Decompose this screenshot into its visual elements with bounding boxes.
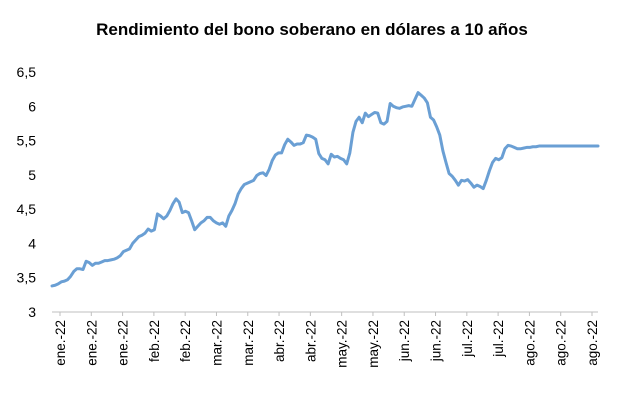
x-tick-label: feb.-22: [178, 320, 193, 362]
x-tick-label: ene.-22: [84, 320, 99, 366]
y-tick-label: 6,5: [17, 64, 37, 80]
x-tick-label: jul.-22: [491, 320, 506, 358]
y-tick-label: 3,5: [17, 270, 37, 286]
x-tick-label: may.-22: [366, 320, 381, 368]
y-axis: 3 3,5 4 4,5 5 5,5 6 6,5: [17, 64, 37, 320]
x-axis: ene.-22 ene.-22 ene.-22 feb.-22 feb.-22 mar.-…: [52, 311, 600, 368]
x-tick-label: ene.-22: [116, 320, 131, 366]
x-tick-label: jun.-22: [429, 320, 444, 362]
plot-area: [50, 91, 600, 288]
chart-title: Rendimiento del bono soberano en dólares…: [96, 20, 528, 39]
x-tick-label: abr.-22: [272, 320, 287, 362]
x-tick-label: ago.-22: [585, 320, 600, 366]
y-tick-label: 4,5: [17, 201, 37, 217]
y-tick-label: 6: [28, 98, 36, 114]
x-tick-label: jun.-22: [397, 320, 412, 362]
x-tick-label: jul.-22: [460, 320, 475, 358]
series-line-yield: [50, 91, 600, 288]
y-tick-label: 3: [28, 304, 36, 320]
x-tick-label: may.-22: [335, 320, 350, 368]
y-tick-label: 5: [28, 167, 36, 183]
x-tick-label: mar.-22: [209, 320, 224, 366]
y-tick-label: 5,5: [17, 133, 37, 149]
x-tick-label: ago.-22: [522, 320, 537, 366]
x-tick-label: abr.-22: [303, 320, 318, 362]
x-tick-label: feb.-22: [147, 320, 162, 362]
y-tick-label: 4: [28, 235, 36, 251]
x-tick-label: mar.-22: [241, 320, 256, 366]
x-tick-label: ene.-22: [53, 320, 68, 366]
x-tick-label: ago.-22: [554, 320, 569, 366]
